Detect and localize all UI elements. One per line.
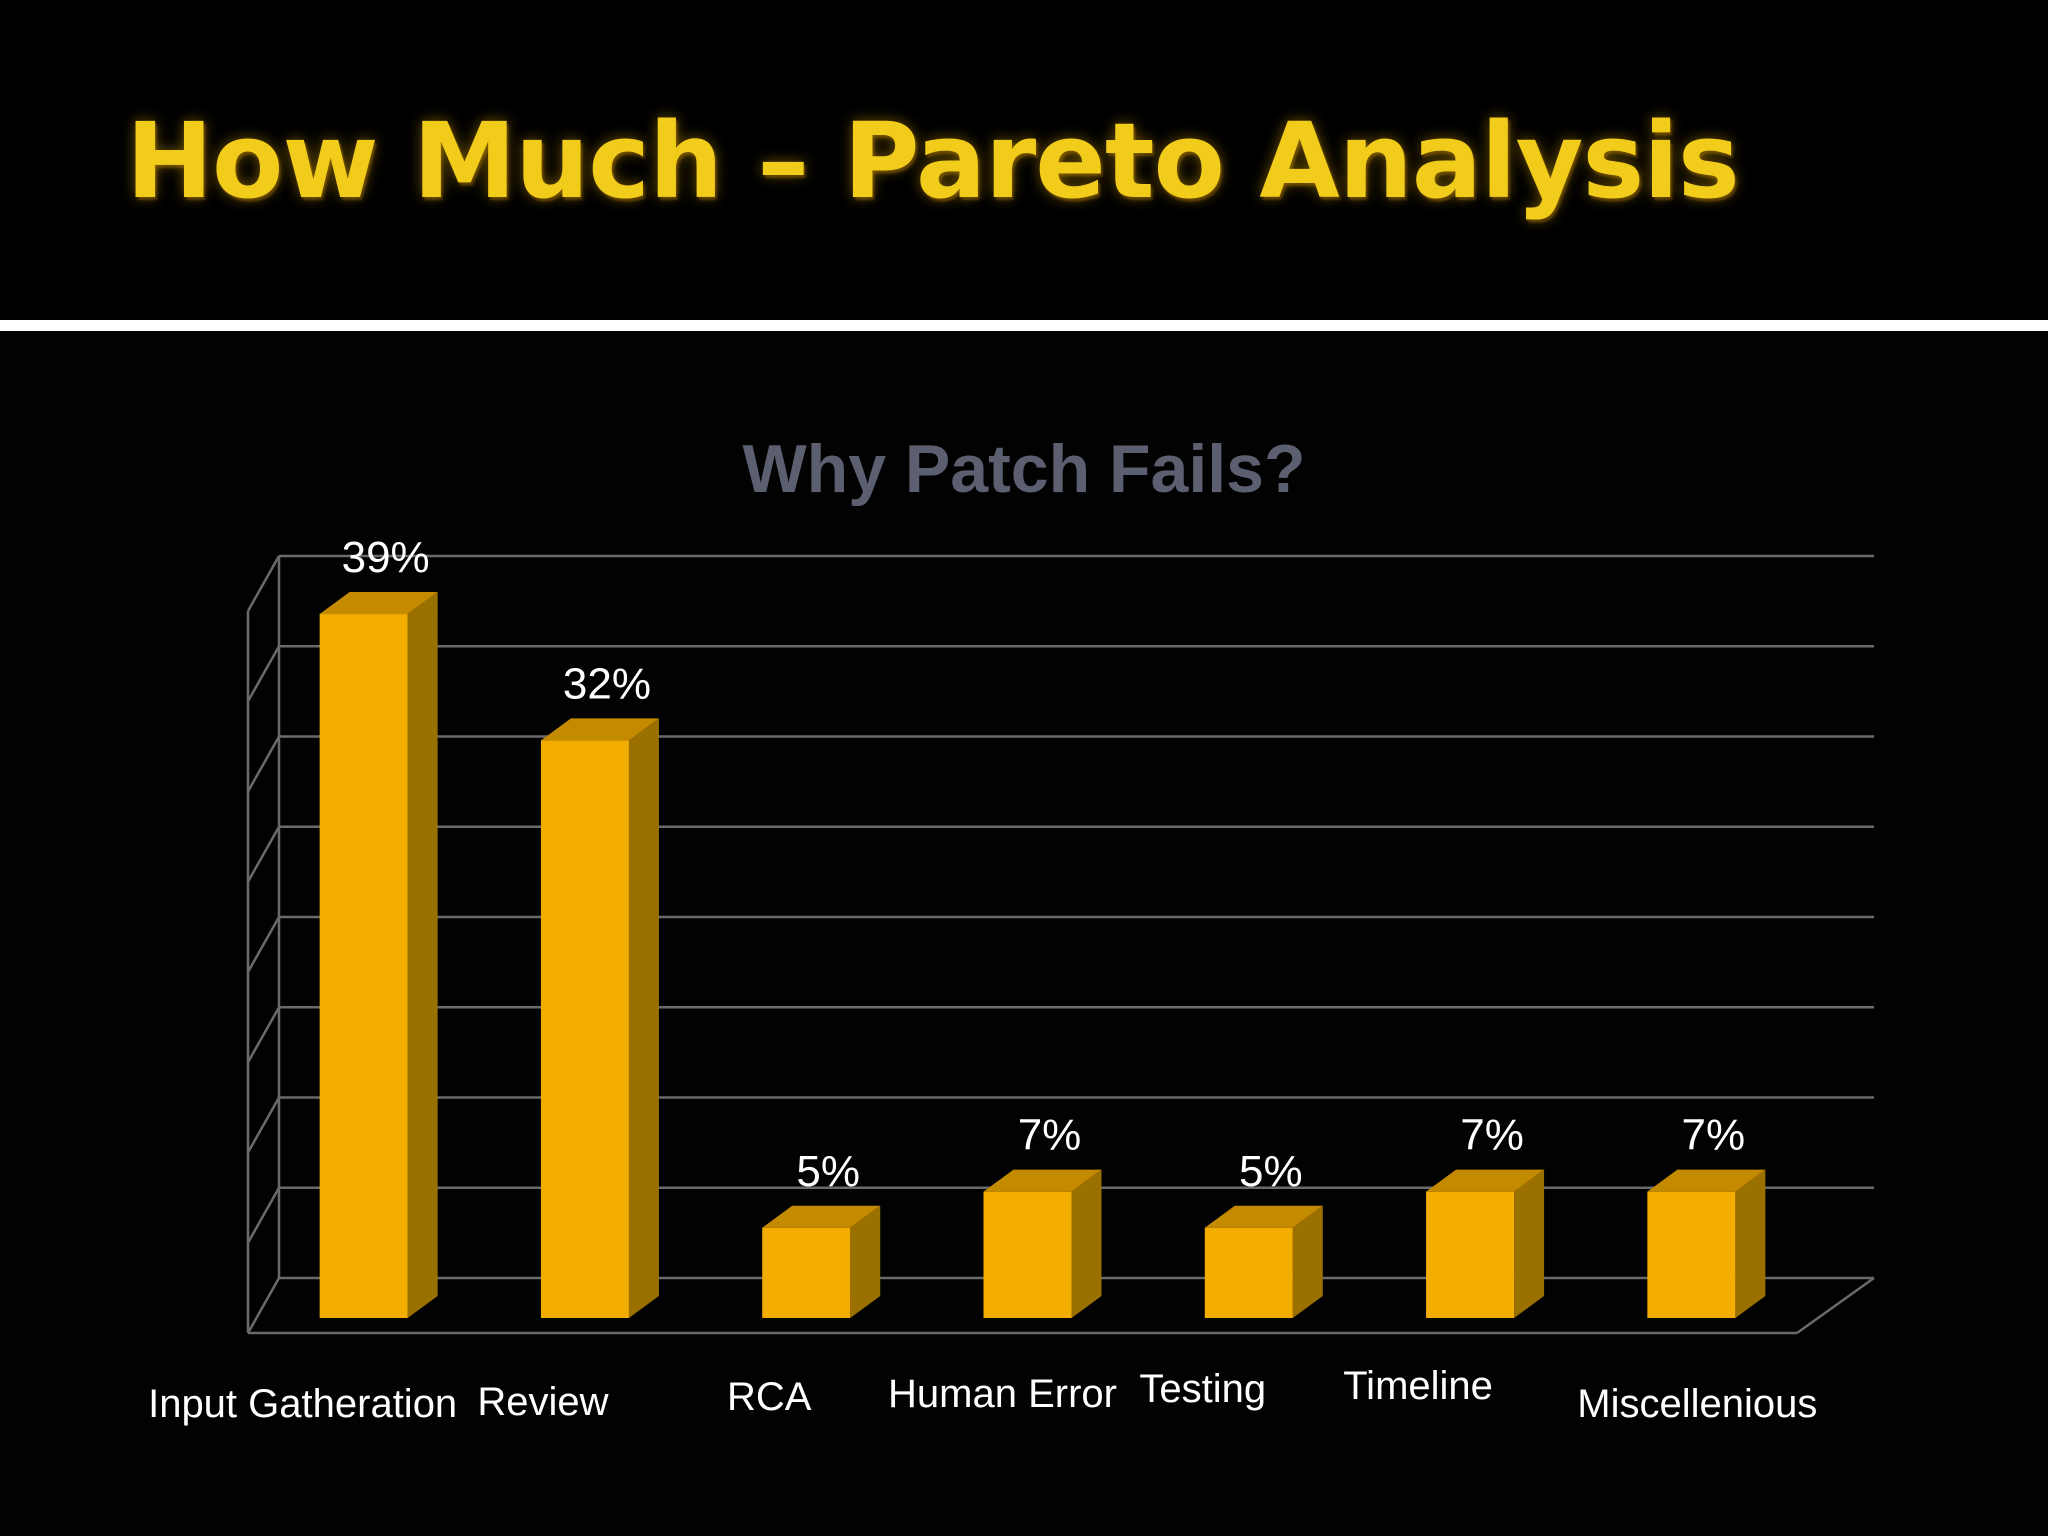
bar-top <box>983 1169 1102 1192</box>
bar-front <box>983 1191 1072 1318</box>
bar-top <box>762 1205 881 1228</box>
bar-front <box>762 1227 851 1318</box>
bar-front <box>540 740 629 1318</box>
bar-top <box>1204 1205 1323 1228</box>
chart-category-labels: Input Gatheration Review RCA Human Error Tes… <box>148 1364 1817 1426</box>
bar <box>540 718 659 1318</box>
bar-side <box>1735 1169 1766 1318</box>
bar <box>319 592 438 1318</box>
bar-top <box>319 592 438 615</box>
gridline-depth <box>246 1006 281 1063</box>
floor-right-edge <box>1796 1276 1875 1335</box>
data-label: 7% <box>1682 1111 1746 1160</box>
category-label: Testing <box>1139 1367 1266 1411</box>
slide-title: How Much – Pareto Analysis <box>126 100 1740 222</box>
data-label: 39% <box>342 533 430 582</box>
category-label: Input Gatheration <box>148 1382 457 1426</box>
bar <box>1426 1169 1545 1318</box>
chart-data-labels: 39% 32% 5% 7% 5% 7% 7% <box>342 533 1746 1196</box>
bar-top <box>1647 1169 1766 1192</box>
gridline-depth <box>246 1187 281 1244</box>
bar-side <box>1514 1169 1545 1318</box>
gridline-depth <box>246 1277 281 1334</box>
gridline-depth <box>246 916 281 973</box>
gridline-depth <box>246 555 281 612</box>
category-label: Review <box>477 1380 608 1424</box>
slide-header: How Much – Pareto Analysis <box>0 0 2048 320</box>
gridline-depth <box>246 826 281 883</box>
category-label: RCA <box>727 1375 812 1419</box>
bar-front <box>1647 1191 1736 1318</box>
bar-top <box>1426 1169 1545 1192</box>
bar-side <box>1292 1205 1323 1318</box>
bar-front <box>1426 1191 1515 1318</box>
bar <box>1204 1205 1323 1318</box>
chart-title: Why Patch Fails? <box>743 431 1306 507</box>
data-label: 5% <box>796 1147 860 1196</box>
bar-top <box>540 718 659 741</box>
bar <box>762 1205 881 1318</box>
bar-front <box>319 614 408 1318</box>
gridline-depth <box>246 645 281 702</box>
data-label: 7% <box>1018 1111 1082 1160</box>
bar-side <box>628 718 659 1318</box>
bar <box>983 1169 1102 1318</box>
title-divider <box>0 320 2048 331</box>
bar-side <box>407 592 438 1318</box>
gridline-depth <box>246 1096 281 1154</box>
bar-side <box>850 1205 881 1318</box>
chart-bars <box>319 592 1766 1318</box>
bar-front <box>1204 1227 1293 1318</box>
data-label: 7% <box>1460 1111 1524 1160</box>
bar-side <box>1071 1169 1102 1318</box>
category-label: Miscellenious <box>1577 1382 1817 1426</box>
bar <box>1647 1169 1766 1318</box>
category-label: Timeline <box>1343 1364 1493 1408</box>
data-label: 5% <box>1239 1147 1303 1196</box>
gridline-depth <box>246 735 281 793</box>
category-label: Human Error <box>888 1372 1117 1416</box>
data-label: 32% <box>563 659 651 708</box>
